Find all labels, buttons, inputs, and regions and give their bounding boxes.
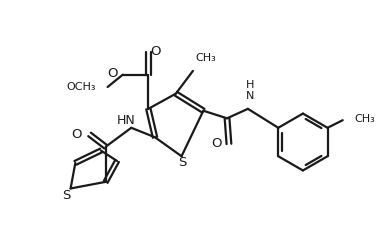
Text: CH₃: CH₃ <box>196 53 217 63</box>
Text: S: S <box>178 156 186 169</box>
Text: HN: HN <box>117 114 136 127</box>
Text: H
N: H N <box>246 80 254 101</box>
Text: S: S <box>62 189 70 202</box>
Text: CH₃: CH₃ <box>354 114 375 124</box>
Text: OCH₃: OCH₃ <box>67 82 96 92</box>
Text: O: O <box>108 67 118 80</box>
Text: O: O <box>151 45 161 59</box>
Text: O: O <box>71 128 82 141</box>
Text: O: O <box>211 137 221 150</box>
